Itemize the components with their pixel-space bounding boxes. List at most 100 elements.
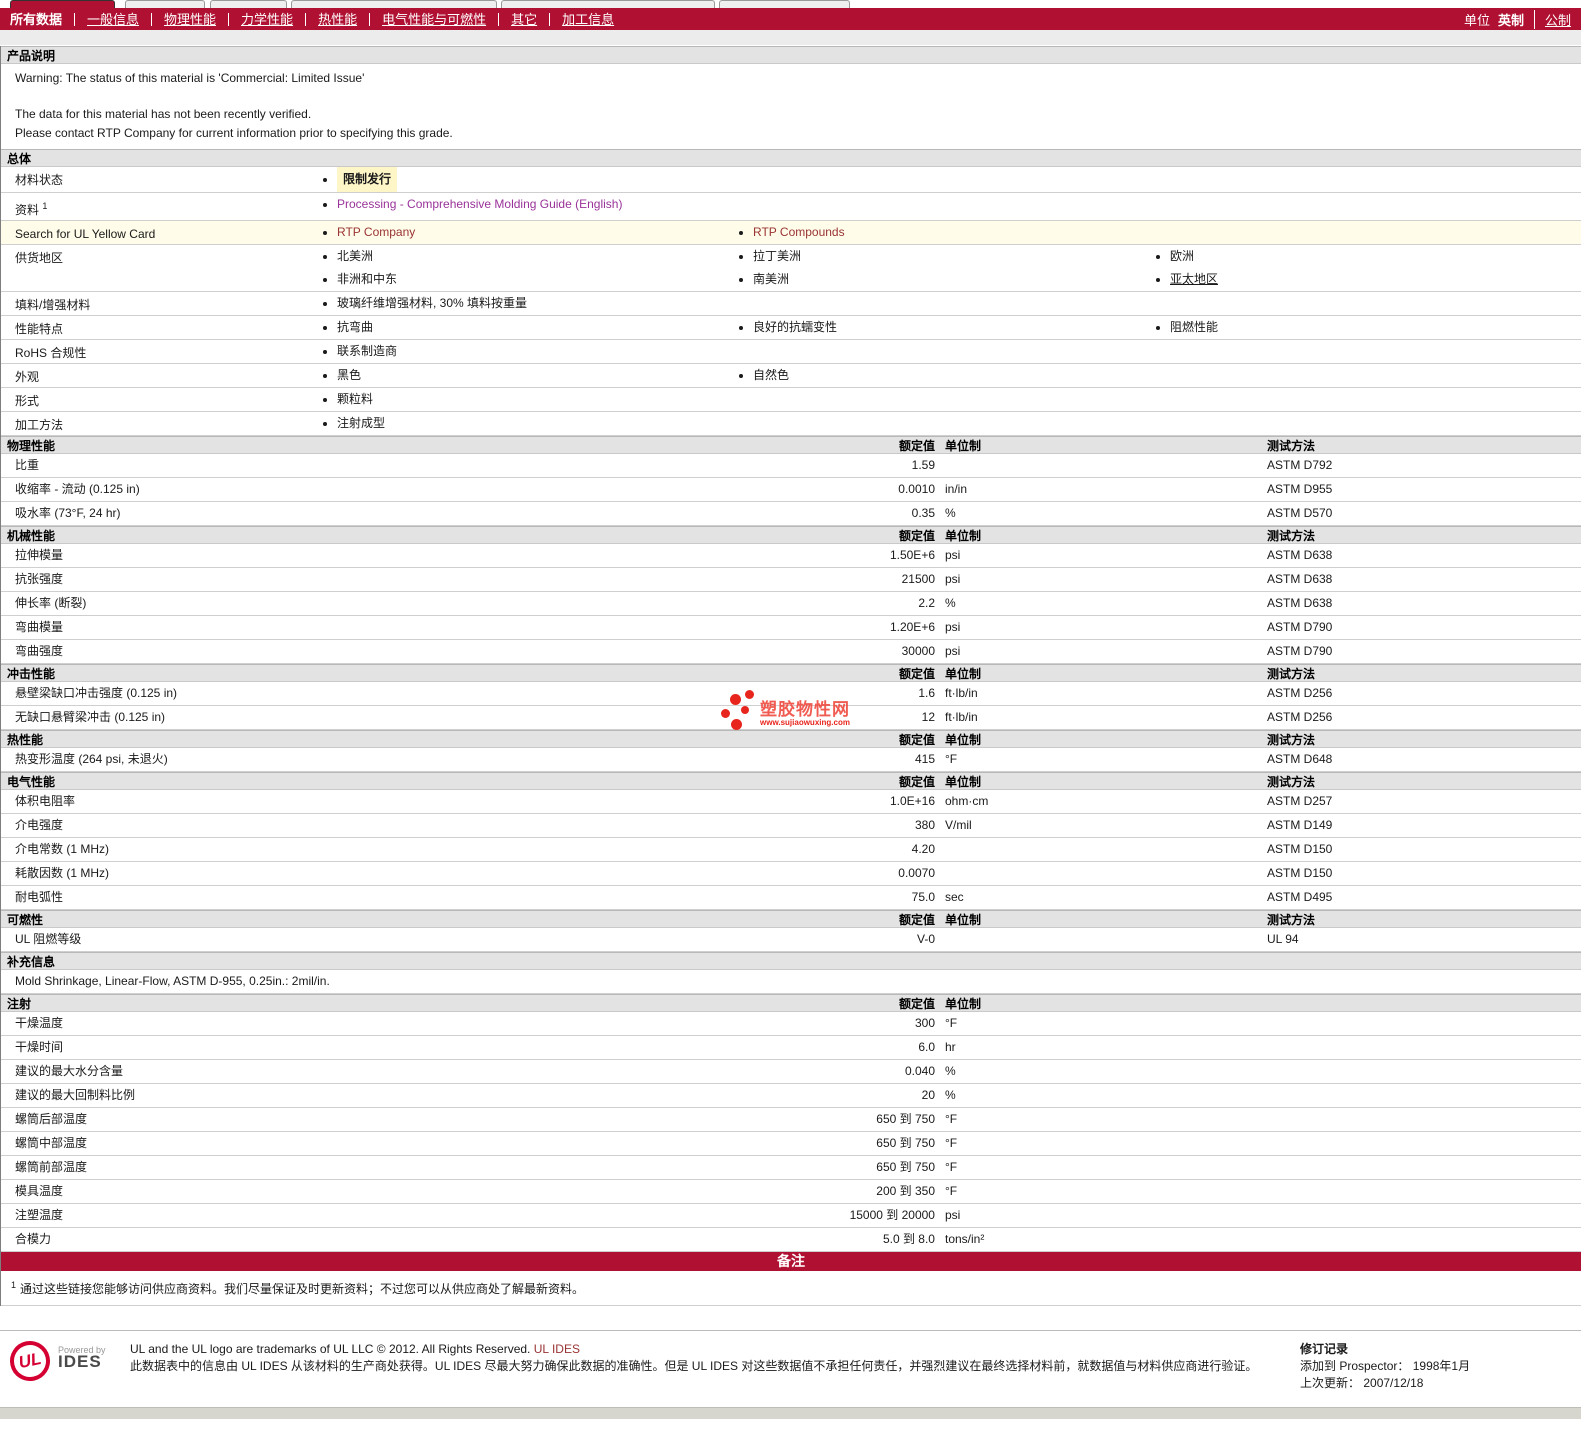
browser-tab[interactable] (719, 0, 850, 8)
property-value: 30000 (901, 644, 935, 658)
revision-updated-value: 2007/12/18 (1363, 1376, 1424, 1390)
nav-item-other[interactable]: 其它 (511, 12, 551, 26)
processing-guide-link[interactable]: Processing - Comprehensive Molding Guide… (337, 197, 623, 211)
unit-metric-link[interactable]: 公制 (1533, 9, 1571, 29)
product-description-block: Warning: The status of this material is … (1, 64, 1581, 149)
injection-row: 螺筒后部温度 650 到 750 °F (1, 1108, 1581, 1132)
test-method: ASTM D955 (1267, 482, 1333, 496)
property-label: 螺筒后部温度 (15, 1112, 88, 1126)
property-unit (935, 862, 1255, 885)
rtp-company-link[interactable]: RTP Company (337, 225, 416, 239)
property-row: 收缩率 - 流动 (0.125 in) 0.0010 in/in ASTM D955 (1, 478, 1581, 502)
property-label: 合模力 (15, 1232, 52, 1246)
nav-item-thermal-properties[interactable]: 热性能 (318, 12, 371, 26)
property-label: 悬壁梁缺口冲击强度 (0.125 in) (15, 686, 178, 700)
contact-line: Please contact RTP Company for current i… (15, 126, 453, 140)
property-row: 悬壁梁缺口冲击强度 (0.125 in) 1.6 ft·lb/in ASTM D256 (1, 682, 1581, 706)
datasheet-content: 产品说明 Warning: The status of this materia… (0, 46, 1581, 1306)
table-title: 热性能 (7, 733, 44, 747)
general-row-ul-yellow-card: Search for UL Yellow Card RTP Company RT… (1, 221, 1581, 245)
col-header-method: 测试方法 (1267, 733, 1316, 747)
rtp-compounds-link[interactable]: RTP Compounds (753, 225, 845, 239)
region-asia-pacific-link[interactable]: 亚太地区 (1170, 272, 1219, 286)
property-row: 耗散因数 (1 MHz) 0.0070 ASTM D150 (1, 862, 1581, 886)
general-row-label: Search for UL Yellow Card (15, 227, 156, 241)
property-label: 螺筒中部温度 (15, 1136, 88, 1150)
section-header-supplemental: 补充信息 (1, 952, 1581, 970)
property-label: 螺筒前部温度 (15, 1160, 88, 1174)
browser-tab[interactable] (291, 0, 497, 8)
property-unit: °F (945, 1160, 958, 1174)
nav-item-physical-properties[interactable]: 物理性能 (164, 12, 230, 26)
nav-item-mechanical-properties[interactable]: 力学性能 (241, 12, 307, 26)
col-header-unit: 单位制 (945, 667, 982, 681)
general-row-label: 材料状态 (15, 173, 64, 187)
revision-record: 修订记录 添加到 Prospector： 1998年1月 上次更新： 2007/… (1280, 1341, 1560, 1392)
nav-item-electrical-flammability[interactable]: 电气性能与可燃性 (382, 12, 500, 26)
property-value: 380 (914, 818, 935, 832)
nav-item-all-data[interactable]: 所有数据 (10, 12, 76, 26)
bullet-icon (739, 325, 743, 330)
bullet-icon (323, 277, 327, 282)
property-unit: psi (945, 620, 961, 634)
appearance-item: 自然色 (753, 368, 790, 382)
ul-ides-link[interactable]: UL IDES (533, 1342, 580, 1356)
nav-item-general-info[interactable]: 一般信息 (87, 12, 153, 26)
browser-tab-active[interactable] (10, 0, 115, 8)
test-method: ASTM D792 (1267, 458, 1333, 472)
general-row-filler: 填料/增强材料 玻璃纤维增强材料, 30% 填料按重量 (1, 292, 1581, 316)
property-value: 0.0070 (898, 866, 935, 880)
property-unit: psi (945, 548, 961, 562)
browser-tab[interactable] (210, 0, 287, 8)
col-header-unit: 单位制 (945, 529, 982, 543)
property-label: 体积电阻率 (15, 794, 76, 808)
property-label: 介电常数 (1 MHz) (15, 842, 109, 856)
property-value: 0.0010 (898, 482, 935, 496)
property-value: 0.35 (911, 506, 935, 520)
table-title: 可燃性 (7, 913, 44, 927)
property-value: V-0 (916, 932, 935, 946)
browser-tab-strip (0, 0, 1581, 8)
browser-tab[interactable] (501, 0, 715, 8)
property-label: 弯曲强度 (15, 644, 64, 658)
test-method: UL 94 (1267, 932, 1299, 946)
section-header-general: 总体 (1, 149, 1581, 167)
bullet-icon (739, 230, 743, 235)
appearance-item: 黑色 (337, 368, 362, 382)
general-row-availability: 供货地区 北美洲 非洲和中东 拉丁美洲 南美洲 欧洲 亚太地区 (1, 245, 1581, 292)
rohs-value: 联系制造商 (337, 344, 398, 358)
section-title: 补充信息 (7, 955, 56, 969)
test-method: ASTM D150 (1267, 842, 1333, 856)
general-row-label: 性能特点 (15, 322, 64, 336)
injection-row: 干燥时间 6.0 hr (1, 1036, 1581, 1060)
general-row-form: 形式 颗粒料 (1, 388, 1581, 412)
bullet-icon (323, 202, 327, 207)
table-header-injection: 注射 额定值 单位制 (1, 994, 1581, 1012)
property-value: 650 到 750 (876, 1160, 935, 1174)
region-item: 拉丁美洲 (753, 249, 802, 263)
nav-item-processing-info[interactable]: 加工信息 (562, 11, 615, 27)
unit-english-toggle[interactable]: 英制 (1497, 12, 1524, 28)
subnav-strip (0, 30, 1581, 46)
property-value: 1.50E+6 (889, 548, 935, 562)
col-header-value: 额定值 (898, 667, 935, 681)
property-label: 比重 (15, 458, 40, 472)
units-label: 单位 (1463, 12, 1490, 28)
footer-text: UL and the UL logo are trademarks of UL … (130, 1341, 1280, 1392)
property-unit: tons/in² (945, 1232, 985, 1246)
test-method: ASTM D790 (1267, 620, 1333, 634)
bullet-icon (739, 254, 743, 259)
browser-tab[interactable] (125, 0, 205, 8)
top-navbar: 所有数据 一般信息 物理性能 力学性能 热性能 电气性能与可燃性 其它 加工信息… (0, 8, 1581, 30)
property-unit: % (945, 596, 956, 610)
property-label: 介电强度 (15, 818, 64, 832)
injection-row: 建议的最大水分含量 0.040% (1, 1060, 1581, 1084)
property-unit: % (945, 506, 956, 520)
general-row-literature: 资料 1 Processing - Comprehensive Molding … (1, 193, 1581, 221)
injection-row: 螺筒中部温度 650 到 750 °F (1, 1132, 1581, 1156)
property-label: 建议的最大回制料比例 (15, 1088, 136, 1102)
property-unit: °F (945, 752, 958, 766)
property-value: 21500 (901, 572, 935, 586)
table-header-mechanical: 机械性能 额定值 单位制 测试方法 (1, 526, 1581, 544)
